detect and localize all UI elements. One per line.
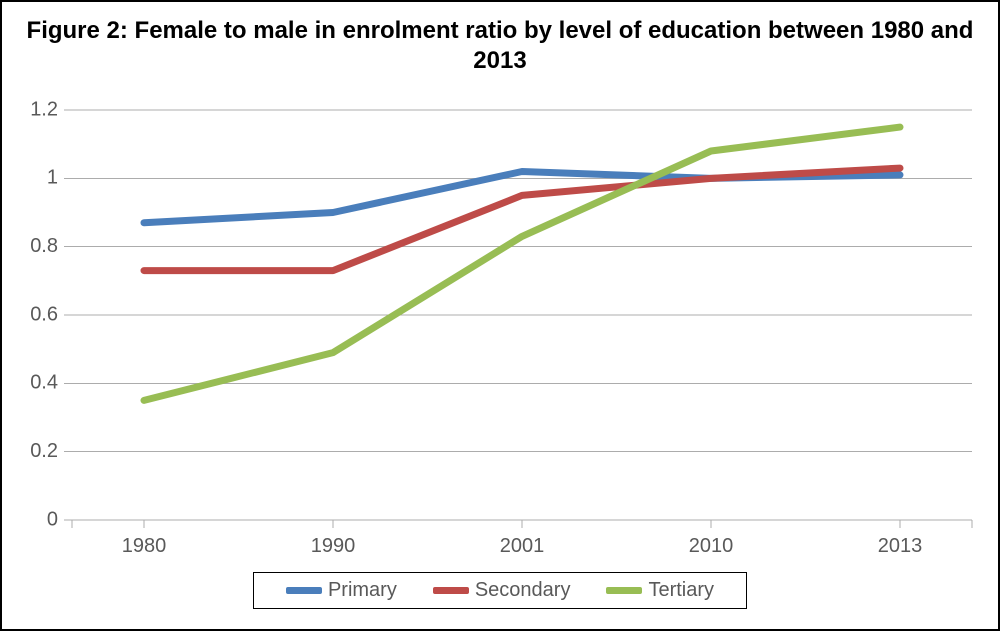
y-tick-label: 0	[47, 508, 58, 530]
chart-title: Figure 2: Female to male in enrolment ra…	[2, 16, 998, 76]
legend-box: Primary Secondary Tertiary	[253, 572, 747, 609]
legend: Primary Secondary Tertiary	[2, 572, 998, 609]
legend-item-tertiary: Tertiary	[606, 579, 714, 602]
x-tick-label: 2010	[689, 535, 734, 557]
legend-swatch	[606, 587, 642, 594]
legend-swatch	[433, 587, 469, 594]
legend-label: Tertiary	[648, 579, 714, 602]
x-tick-label: 2001	[500, 535, 545, 557]
chart-title-text: Figure 2: Female to male in enrolment ra…	[27, 17, 974, 74]
y-tick-label: 1.2	[30, 98, 58, 120]
legend-swatch	[286, 587, 322, 594]
x-tick-label: 1980	[122, 535, 167, 557]
y-tick-label: 1	[47, 167, 58, 189]
legend-label: Primary	[328, 579, 397, 602]
x-tick-label: 2013	[878, 535, 923, 557]
y-tick-label: 0.2	[30, 440, 58, 462]
chart-container: Figure 2: Female to male in enrolment ra…	[0, 0, 1000, 631]
legend-item-primary: Primary	[286, 579, 397, 602]
legend-item-secondary: Secondary	[433, 579, 571, 602]
plot-area: 00.20.40.60.811.219801990200120102013	[72, 110, 972, 520]
x-tick-label: 1990	[311, 535, 356, 557]
legend-label: Secondary	[475, 579, 571, 602]
y-tick-label: 0.8	[30, 235, 58, 257]
y-tick-label: 0.4	[30, 372, 58, 394]
plot-svg: 00.20.40.60.811.219801990200120102013	[72, 110, 972, 520]
y-tick-label: 0.6	[30, 303, 58, 325]
